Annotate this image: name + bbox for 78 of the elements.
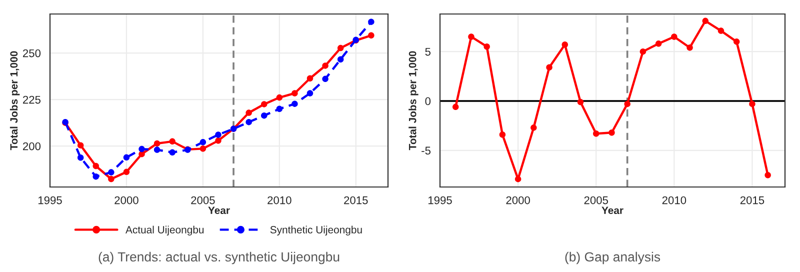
point [154, 146, 160, 153]
point [108, 176, 114, 182]
point [108, 169, 114, 176]
point [546, 64, 552, 71]
point [322, 76, 328, 82]
y-tick-label: 0 [425, 97, 431, 106]
point [655, 40, 662, 47]
legend-label: Synthetic Uijeongbu [270, 226, 362, 236]
x-tick-label: 2005 [584, 196, 608, 204]
point [123, 154, 130, 161]
point [246, 118, 252, 126]
y-tick-label: 200 [22, 142, 41, 150]
x-tick-label: 2000 [114, 196, 138, 204]
point [306, 90, 314, 96]
point [337, 44, 344, 52]
y-tick-label: -5 [422, 146, 431, 155]
point [468, 34, 474, 40]
y-tick-label: 5 [425, 48, 431, 56]
y-tick-label: 225 [22, 96, 41, 104]
point [452, 104, 459, 110]
x-tick-label: 2005 [191, 196, 215, 204]
x-axis-title: Year [208, 206, 230, 214]
point [368, 32, 374, 39]
point [306, 75, 314, 82]
x-tick-label: 2010 [268, 196, 292, 204]
point [123, 168, 130, 176]
point [292, 100, 298, 107]
point [276, 94, 283, 101]
x-tick-label: 2000 [506, 196, 530, 204]
point [640, 48, 646, 55]
x-tick-label: 1995 [428, 196, 452, 204]
point [624, 100, 630, 108]
point [702, 18, 709, 24]
point [671, 34, 678, 40]
point [246, 110, 252, 116]
point [215, 132, 222, 138]
point [368, 18, 374, 25]
point [530, 124, 537, 131]
point [608, 130, 615, 136]
point [484, 44, 490, 50]
point [92, 162, 100, 170]
point [322, 62, 328, 69]
x-tick-label: 2015 [740, 196, 764, 204]
text: (a) Trends: actual vs. synthetic Uijeongbu [98, 252, 340, 264]
point [764, 172, 771, 178]
y-tick-label: 250 [22, 49, 41, 58]
text: (b) Gap analysis [565, 252, 660, 264]
x-axis-title: Year [602, 206, 624, 214]
point [169, 149, 176, 156]
point [276, 106, 283, 112]
legend-label: Actual Uijeongbu [126, 226, 204, 236]
point [154, 140, 160, 147]
point [577, 98, 584, 106]
point [337, 56, 344, 63]
point [514, 176, 522, 182]
point [200, 139, 206, 146]
point [260, 101, 268, 108]
point [200, 146, 206, 152]
point [592, 130, 600, 137]
x-tick-label: 1995 [38, 196, 62, 204]
point [562, 42, 568, 48]
point [77, 142, 84, 148]
point [749, 100, 756, 108]
point [215, 138, 222, 144]
point [92, 173, 100, 180]
x-tick-label: 2015 [344, 196, 368, 204]
point [292, 90, 298, 96]
point [733, 38, 740, 45]
point [169, 138, 176, 145]
point [138, 146, 145, 152]
y-axis-title: Total Jobs per 1,000 [408, 51, 418, 150]
x-tick-label: 2010 [662, 196, 686, 204]
point [686, 44, 693, 51]
point [718, 28, 724, 34]
point [77, 154, 84, 161]
point [499, 131, 506, 138]
point [260, 112, 268, 119]
y-axis-title: Total Jobs per 1,000 [10, 51, 20, 150]
